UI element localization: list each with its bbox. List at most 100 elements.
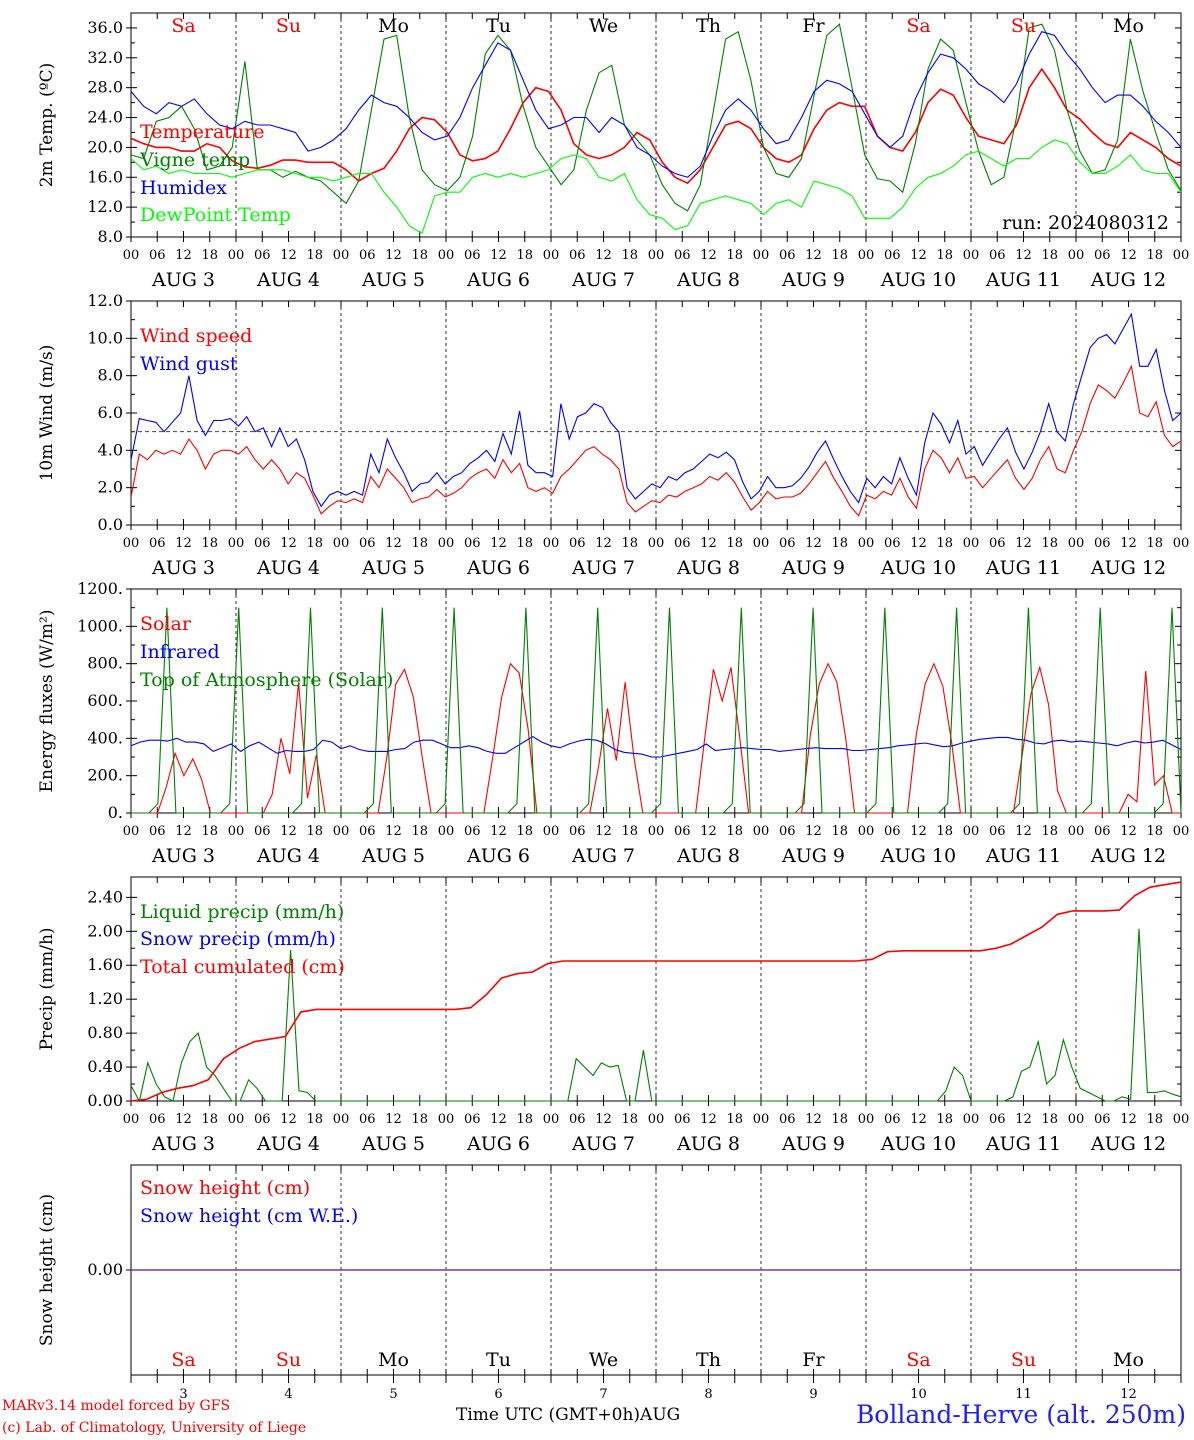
hour-tick-label: 18	[201, 1112, 218, 1127]
hour-tick-label: 12	[1120, 536, 1137, 551]
day-label: AUG 10	[880, 1133, 956, 1155]
day-label: AUG 8	[676, 1133, 740, 1155]
day-label: AUG 4	[256, 557, 320, 579]
hour-tick-label: 06	[674, 1112, 691, 1127]
y-tick-label: 200.	[87, 766, 123, 785]
hour-tick-label: 18	[306, 248, 323, 263]
hour-tick-label: 00	[123, 1112, 140, 1127]
series-line	[130, 928, 1182, 1103]
y-axis-title: 2m Temp. (ºC)	[37, 63, 57, 188]
hour-tick-label: 12	[175, 1112, 192, 1127]
y-tick-label: 12.0	[87, 197, 123, 216]
day-label: AUG 12	[1090, 557, 1166, 579]
day-label: AUG 12	[1090, 845, 1166, 867]
hour-tick-label: 06	[884, 1112, 901, 1127]
hour-tick-label: 06	[149, 248, 166, 263]
day-label: AUG 8	[676, 845, 740, 867]
hour-tick-label: 12	[1120, 248, 1137, 263]
hour-tick-label: 18	[621, 1112, 638, 1127]
hour-tick-label: 18	[411, 824, 428, 839]
hour-tick-label: 18	[1146, 1112, 1163, 1127]
hour-tick-label: 12	[910, 1112, 927, 1127]
day-label: AUG 6	[466, 557, 530, 579]
day-label: AUG 3	[151, 845, 215, 867]
legend-entry: Humidex	[140, 177, 227, 199]
day-label: AUG 11	[985, 1133, 1061, 1155]
weekday-label: We	[589, 1349, 618, 1371]
hour-tick-label: 18	[1146, 824, 1163, 839]
weekday-label: Mo	[1113, 15, 1144, 37]
hour-tick-label: 12	[385, 824, 402, 839]
day-label: AUG 11	[985, 557, 1061, 579]
legend-entry: Top of Atmosphere (Solar)	[140, 669, 393, 691]
series-line	[130, 881, 1182, 1102]
day-number-label: 8	[704, 1387, 712, 1402]
day-label: AUG 3	[151, 557, 215, 579]
legend-entry: Liquid precip (mm/h)	[140, 901, 344, 923]
hour-tick-label: 00	[1068, 536, 1085, 551]
day-number-label: 5	[389, 1387, 397, 1402]
hour-tick-label: 06	[359, 248, 376, 263]
day-label: AUG 7	[571, 269, 635, 291]
day-label: AUG 6	[466, 845, 530, 867]
day-label: AUG 9	[781, 845, 845, 867]
hour-tick-label: 06	[464, 536, 481, 551]
hour-tick-label: 18	[201, 824, 218, 839]
hour-tick-label: 12	[385, 1112, 402, 1127]
hour-tick-label: 06	[779, 824, 796, 839]
hour-tick-label: 12	[175, 248, 192, 263]
weekday-label: Sa	[906, 15, 930, 37]
hour-tick-label: 00	[1173, 536, 1190, 551]
hour-tick-label: 18	[516, 1112, 533, 1127]
hour-tick-label: 06	[569, 824, 586, 839]
y-tick-label: 36.0	[87, 18, 123, 37]
hour-tick-label: 12	[280, 824, 297, 839]
copyright-credit: (c) Lab. of Climatology, University of L…	[2, 1420, 307, 1436]
hour-tick-label: 18	[936, 248, 953, 263]
y-tick-label: 1000.	[77, 616, 123, 635]
day-label: AUG 8	[676, 557, 740, 579]
y-tick-label: 0.00	[87, 1260, 123, 1279]
hour-tick-label: 06	[149, 536, 166, 551]
y-tick-label: 12.0	[87, 291, 123, 310]
y-tick-label: 24.0	[87, 108, 123, 127]
panel-frame	[130, 588, 1182, 814]
hour-tick-label: 06	[674, 536, 691, 551]
hour-tick-label: 12	[1015, 824, 1032, 839]
day-label: AUG 12	[1090, 269, 1166, 291]
hour-tick-label: 06	[779, 1112, 796, 1127]
hour-tick-label: 12	[175, 536, 192, 551]
model-credit: MARv3.14 model forced by GFS	[2, 1398, 231, 1414]
legend-entry: Wind speed	[140, 325, 252, 347]
hour-tick-label: 00	[228, 824, 245, 839]
series-line	[130, 364, 1182, 517]
hour-tick-label: 12	[910, 536, 927, 551]
hour-tick-label: 12	[805, 248, 822, 263]
day-number-label: 10	[910, 1387, 927, 1402]
hour-tick-label: 06	[149, 824, 166, 839]
hour-tick-label: 06	[674, 248, 691, 263]
hour-tick-label: 06	[1094, 536, 1111, 551]
series-line	[130, 735, 1182, 758]
hour-tick-label: 00	[228, 1112, 245, 1127]
hour-tick-label: 18	[936, 1112, 953, 1127]
day-number-label: 6	[494, 1387, 502, 1402]
hour-tick-label: 06	[464, 1112, 481, 1127]
hour-tick-label: 06	[254, 824, 271, 839]
weekday-label: Mo	[1113, 1349, 1144, 1371]
hour-tick-label: 12	[490, 1112, 507, 1127]
legend-entry: Snow precip (mm/h)	[140, 928, 336, 950]
station-title: Bolland-Herve (alt. 250m)	[855, 1400, 1186, 1429]
hour-tick-label: 00	[438, 1112, 455, 1127]
hour-tick-label: 18	[726, 1112, 743, 1127]
hour-tick-label: 12	[805, 1112, 822, 1127]
legend-entry: Temperature	[140, 121, 264, 143]
hour-tick-label: 12	[1120, 1112, 1137, 1127]
hour-tick-label: 18	[831, 536, 848, 551]
hour-tick-label: 18	[516, 824, 533, 839]
hour-tick-label: 00	[333, 824, 350, 839]
time-axis-title: Time UTC (GMT+0h)AUG	[456, 1405, 681, 1425]
hour-tick-label: 06	[359, 1112, 376, 1127]
y-tick-label: 8.0	[98, 366, 123, 385]
hour-tick-label: 18	[411, 536, 428, 551]
